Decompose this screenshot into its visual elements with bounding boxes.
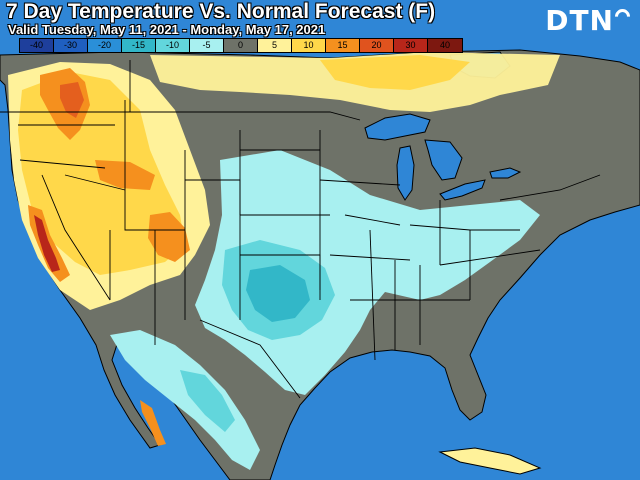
lake-huron — [424, 139, 463, 181]
legend-cell: 15 — [326, 39, 360, 52]
cool-core-deep — [246, 265, 310, 322]
legend-cell: -5 — [190, 39, 224, 52]
map-title: 7 Day Temperature Vs. Normal Forecast (F… — [6, 0, 436, 23]
legend-cell: 10 — [292, 39, 326, 52]
lake-superior — [364, 113, 431, 141]
legend-cell: 30 — [394, 39, 428, 52]
hot-spot-california-core — [34, 215, 60, 272]
hot-spot-northwest-inner — [60, 82, 84, 118]
warm-baja-tip — [140, 400, 166, 446]
legend-cell: -40 — [20, 39, 54, 52]
legend-cell: 5 — [258, 39, 292, 52]
warm-cuba — [438, 447, 542, 475]
legend-cell: -20 — [88, 39, 122, 52]
temperature-legend: -40 -30 -20 -15 -10 -5 0 5 10 15 20 30 40 — [19, 38, 463, 53]
legend-cell: 20 — [360, 39, 394, 52]
lake-erie — [439, 179, 486, 201]
legend-cell: -15 — [122, 39, 156, 52]
hot-spot-utah — [148, 212, 190, 262]
map-subtitle: Valid Tuesday, May 11, 2021 - Monday, Ma… — [8, 22, 326, 37]
state-borders — [0, 60, 601, 399]
cool-southwest-zone — [110, 330, 260, 470]
lake-ontario — [489, 167, 522, 179]
logo-arc-icon — [611, 5, 634, 28]
logo-text: DTN — [545, 4, 614, 37]
legend-cell: -30 — [54, 39, 88, 52]
dtn-logo: DTN — [545, 4, 634, 37]
legend-cell: 0 — [224, 39, 258, 52]
legend-cell: -10 — [156, 39, 190, 52]
legend-cell: 40 — [428, 39, 462, 52]
warm-north-core — [320, 55, 470, 90]
lake-michigan — [396, 145, 415, 201]
cool-core-mexico — [180, 370, 235, 432]
